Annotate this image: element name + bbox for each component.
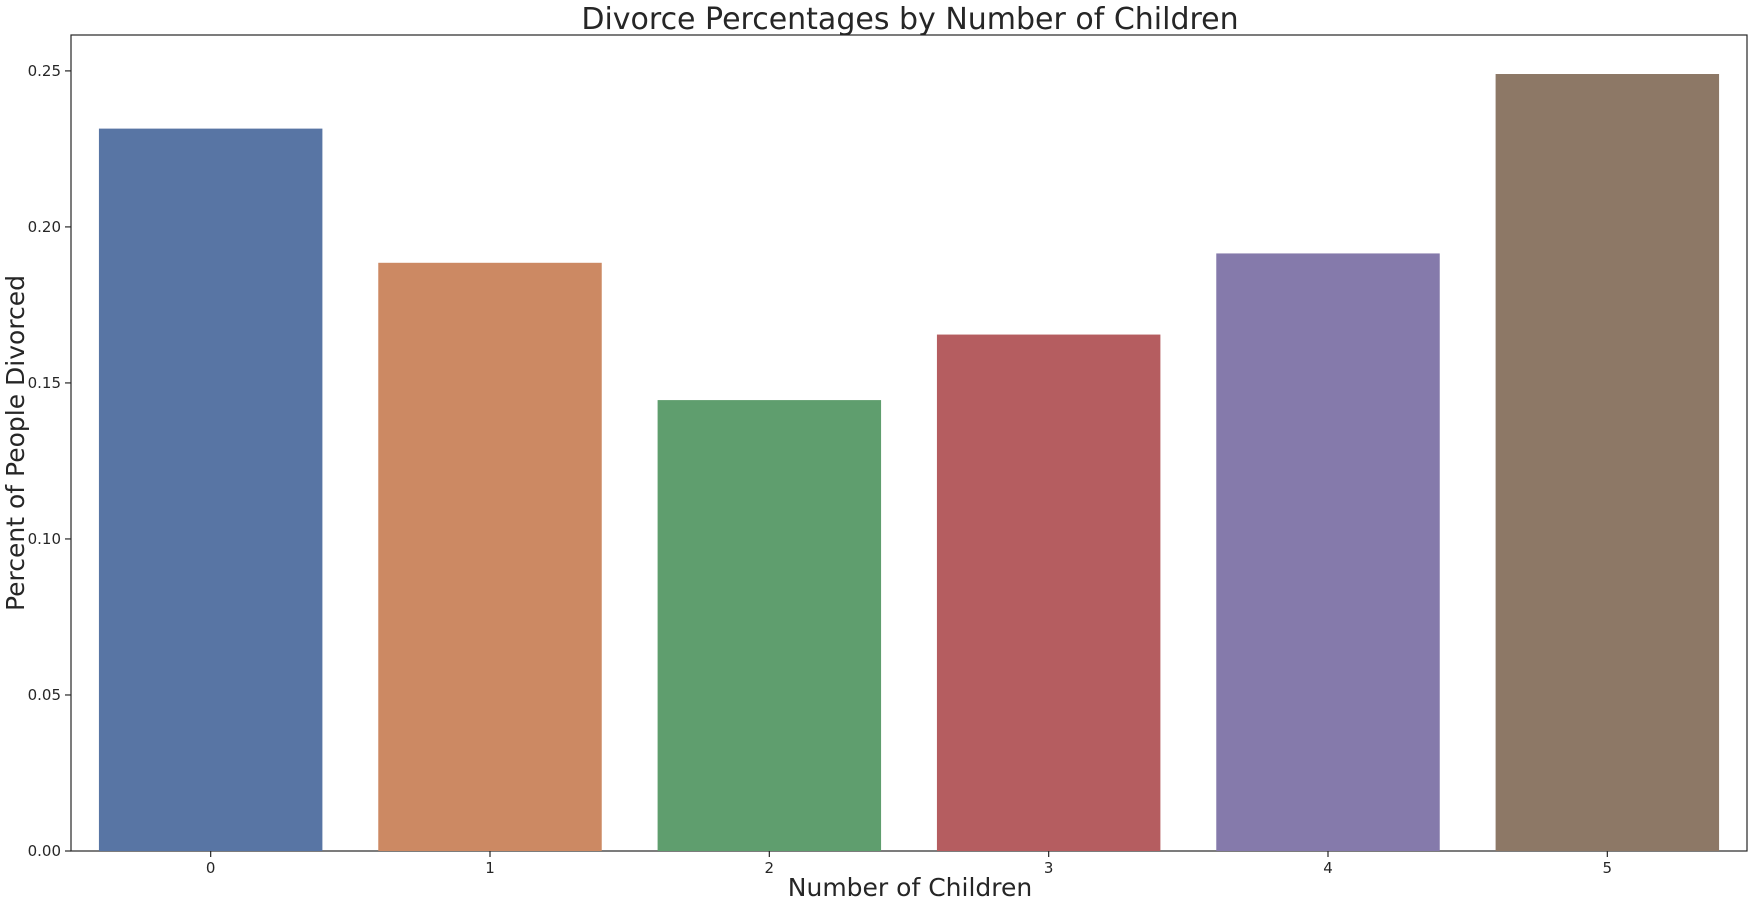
y-tick-label-0.20: 0.20 [28,218,61,236]
x-tick-label-2: 2 [765,859,775,877]
plot-frame [70,34,1748,852]
chart-title: Divorce Percentages by Number of Childre… [581,2,1238,37]
y-tick-label-0.00: 0.00 [28,842,61,860]
bar-1 [378,262,602,851]
x-tick-label-0: 0 [206,859,216,877]
y-axis-label: Percent of People Divorced [1,275,30,611]
plot-area: 0.00 0.05 0.10 0.15 0.20 0.25 0 1 2 3 4 5 [28,34,1748,877]
x-tick-label-4: 4 [1323,859,1333,877]
bar-4 [1216,253,1440,851]
x-tick-label-3: 3 [1044,859,1054,877]
y-tick-label-0.25: 0.25 [28,62,61,80]
x-axis-label: Number of Children [788,873,1032,902]
x-tick-label-1: 1 [485,859,495,877]
bar-5 [1495,74,1720,851]
y-axis-ticks: 0.00 0.05 0.10 0.15 0.20 0.25 [28,62,71,860]
bar-2 [657,400,882,851]
y-tick-label-0.15: 0.15 [28,374,61,392]
bar-3 [936,334,1161,851]
bar-0 [98,128,323,852]
x-tick-label-5: 5 [1603,859,1613,877]
y-tick-label-0.05: 0.05 [28,686,61,704]
x-axis-ticks: 0 1 2 3 4 5 [206,851,1612,877]
bars-layer [98,74,1720,852]
y-tick-label-0.10: 0.10 [28,530,61,548]
